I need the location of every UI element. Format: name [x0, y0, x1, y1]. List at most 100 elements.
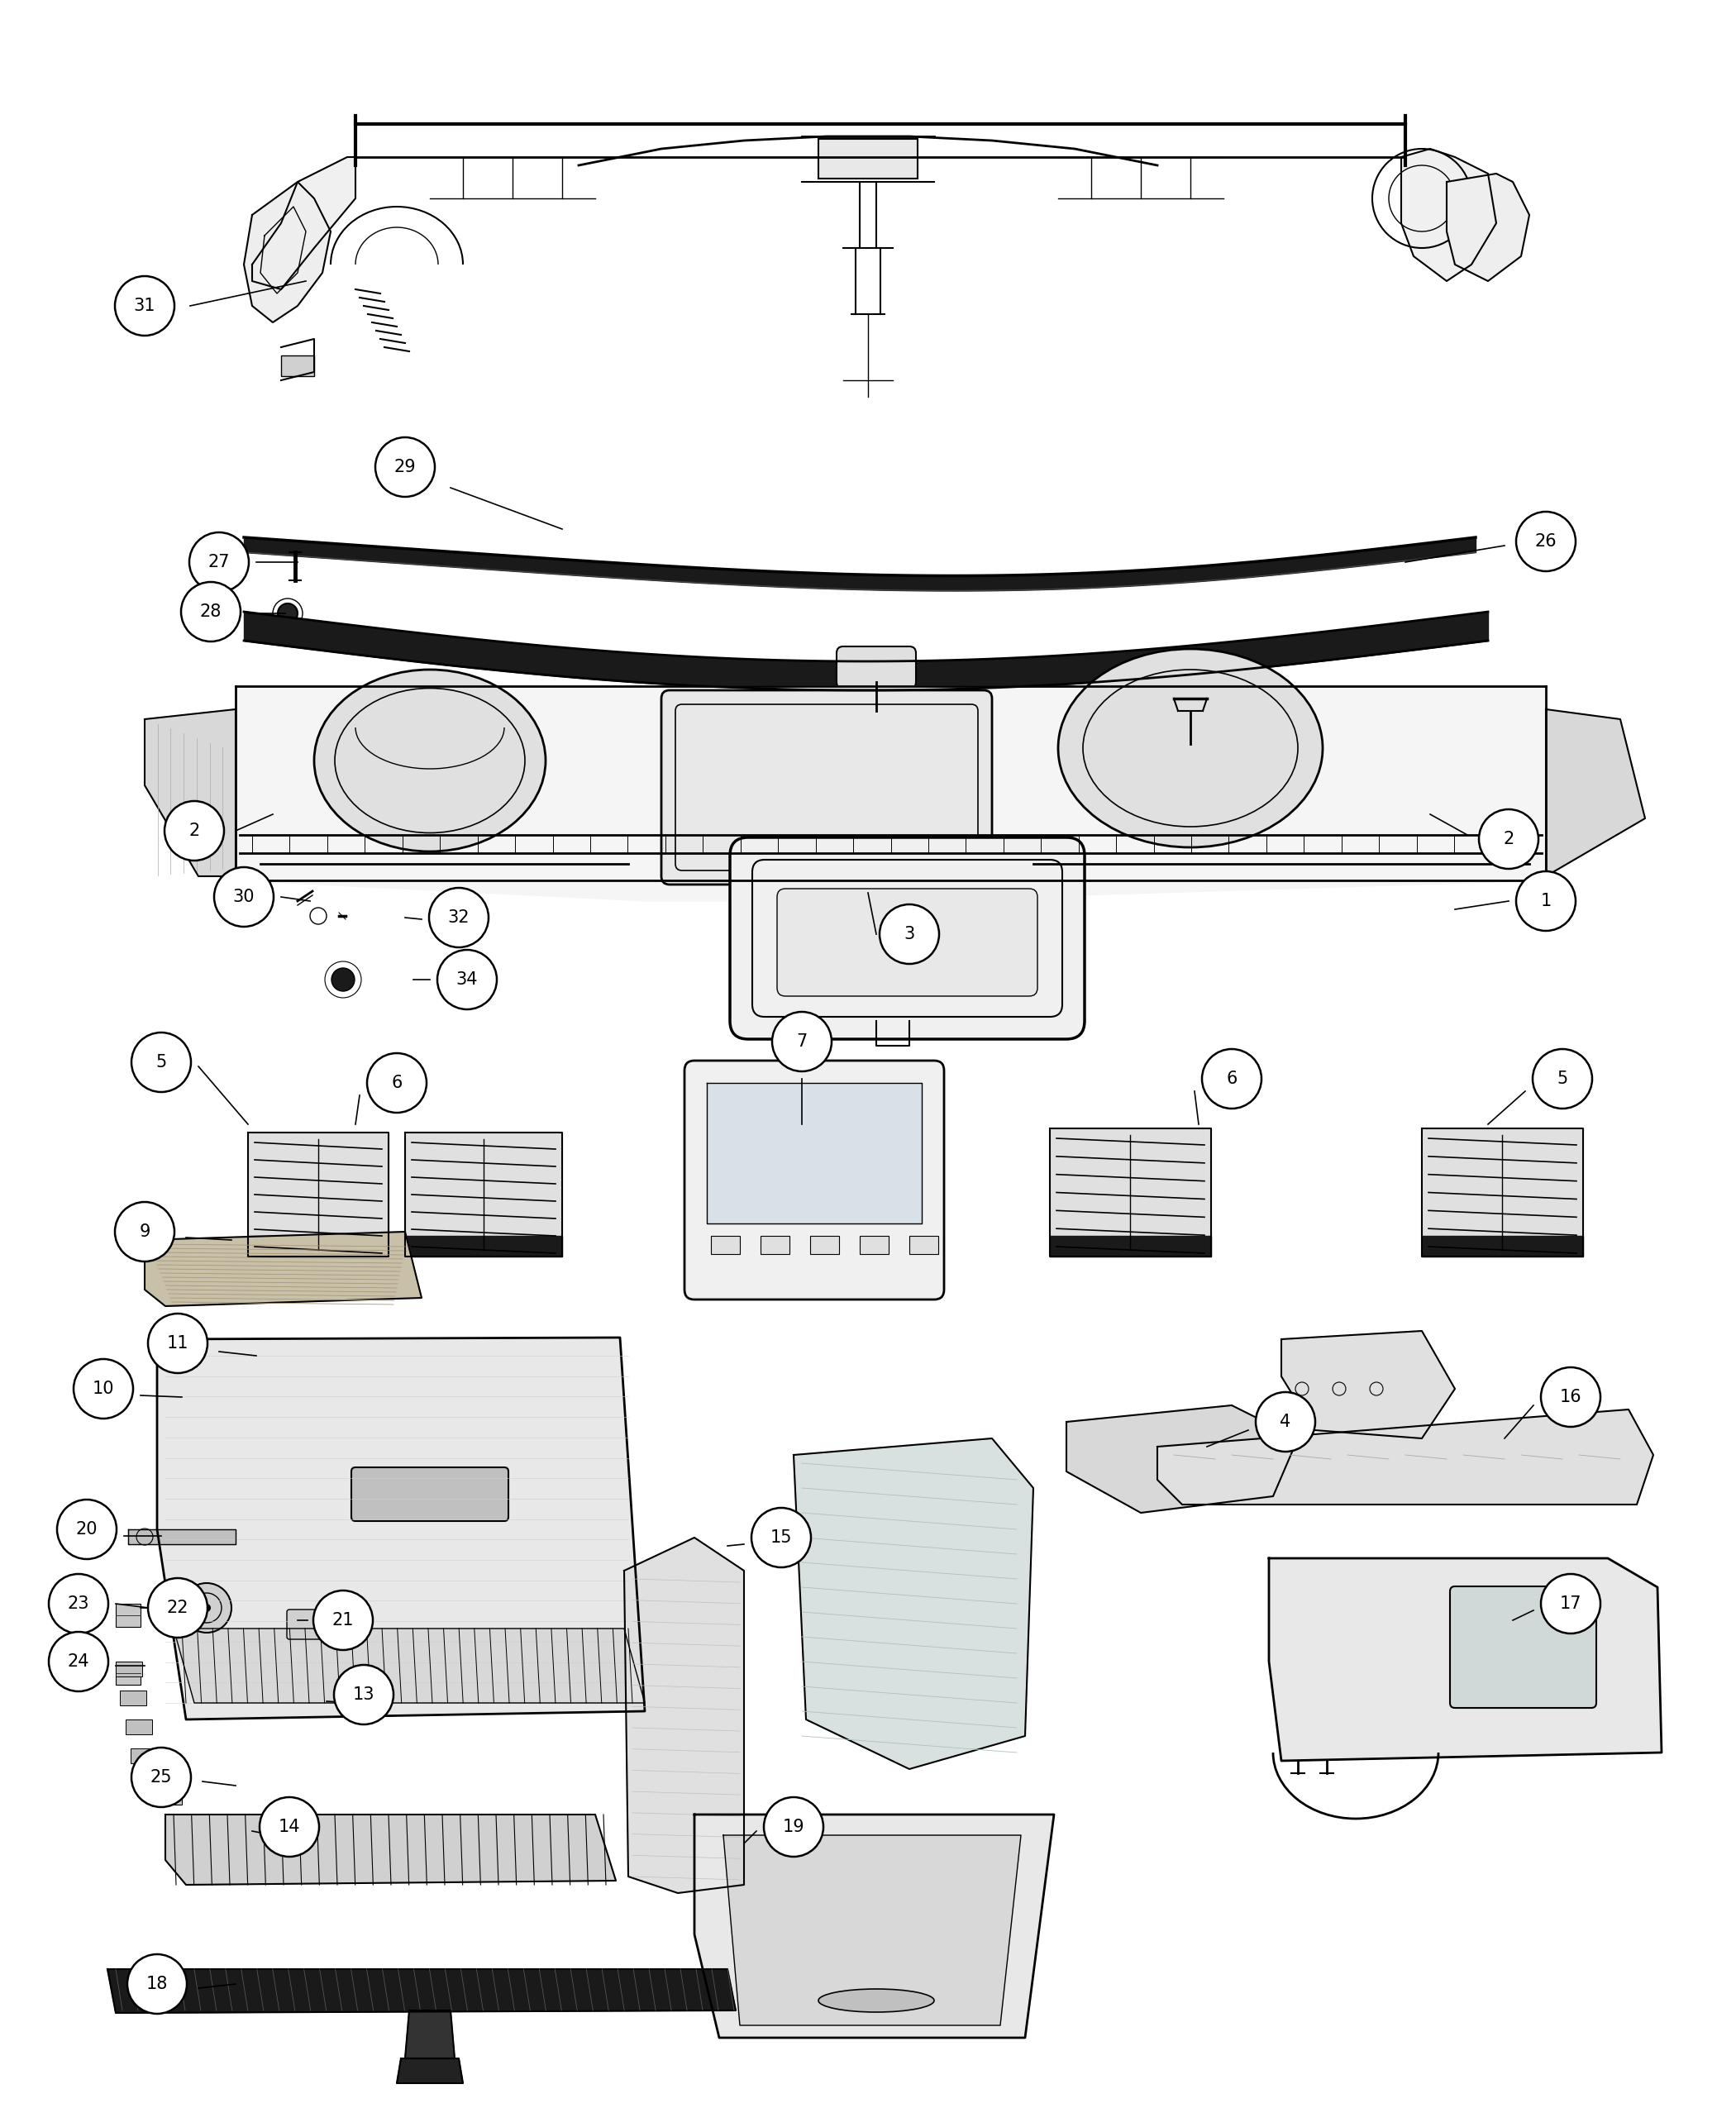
Text: 15: 15 — [771, 1528, 792, 1545]
Circle shape — [880, 904, 939, 963]
Bar — [116, 1661, 142, 1676]
Polygon shape — [694, 1815, 1054, 2038]
Circle shape — [115, 1202, 174, 1261]
FancyBboxPatch shape — [286, 1611, 363, 1640]
Bar — [818, 139, 918, 179]
Circle shape — [132, 1748, 191, 1807]
Circle shape — [148, 1579, 208, 1638]
Text: 20: 20 — [76, 1522, 97, 1537]
Circle shape — [1542, 1575, 1601, 1634]
Text: 13: 13 — [352, 1686, 375, 1703]
Ellipse shape — [1059, 649, 1323, 847]
Circle shape — [333, 1665, 394, 1724]
Circle shape — [1255, 1391, 1316, 1452]
Text: 2: 2 — [189, 822, 200, 839]
Polygon shape — [248, 1235, 389, 1256]
Circle shape — [375, 436, 434, 497]
FancyBboxPatch shape — [1450, 1587, 1597, 1707]
Circle shape — [764, 1798, 823, 1857]
Circle shape — [57, 1499, 116, 1560]
Text: 16: 16 — [1559, 1389, 1581, 1406]
Text: 14: 14 — [278, 1819, 300, 1836]
Polygon shape — [1158, 1410, 1653, 1505]
Ellipse shape — [314, 670, 545, 852]
FancyBboxPatch shape — [729, 837, 1085, 1039]
Circle shape — [1516, 512, 1576, 571]
Polygon shape — [404, 2011, 455, 2057]
Bar — [120, 1691, 146, 1705]
Text: 6: 6 — [391, 1075, 403, 1092]
Bar — [760, 1235, 790, 1254]
Polygon shape — [1422, 1235, 1583, 1256]
Circle shape — [214, 866, 274, 928]
Bar — [859, 1235, 889, 1254]
Circle shape — [189, 533, 248, 592]
Circle shape — [1542, 1368, 1601, 1427]
Polygon shape — [144, 708, 236, 877]
Polygon shape — [243, 181, 330, 323]
Text: 21: 21 — [332, 1613, 354, 1629]
Text: 6: 6 — [1226, 1071, 1238, 1088]
Circle shape — [1533, 1050, 1592, 1109]
Circle shape — [132, 1033, 191, 1092]
Circle shape — [182, 1583, 231, 1634]
Polygon shape — [1401, 150, 1496, 280]
Text: 32: 32 — [448, 909, 470, 925]
Polygon shape — [165, 1815, 616, 1885]
Bar — [116, 1604, 141, 1627]
Circle shape — [332, 968, 354, 991]
Ellipse shape — [818, 1990, 934, 2013]
Circle shape — [752, 1507, 811, 1568]
Text: 7: 7 — [797, 1033, 807, 1050]
Text: 4: 4 — [1279, 1414, 1292, 1429]
Circle shape — [312, 1592, 373, 1651]
Circle shape — [429, 887, 488, 946]
Text: 25: 25 — [151, 1769, 172, 1785]
Polygon shape — [1545, 708, 1646, 877]
Bar — [130, 1748, 156, 1762]
Circle shape — [773, 1012, 832, 1071]
Circle shape — [203, 1604, 210, 1613]
Text: 28: 28 — [200, 603, 222, 620]
Circle shape — [278, 603, 297, 624]
Bar — [712, 1235, 740, 1254]
Bar — [156, 1781, 182, 1804]
Polygon shape — [108, 1969, 736, 2013]
Polygon shape — [398, 2057, 464, 2083]
Circle shape — [49, 1632, 108, 1691]
Text: 2: 2 — [1503, 831, 1514, 847]
Polygon shape — [144, 1231, 422, 1307]
Text: 30: 30 — [233, 890, 255, 904]
Polygon shape — [404, 1235, 562, 1256]
Circle shape — [1201, 1050, 1262, 1109]
Text: 22: 22 — [167, 1600, 189, 1617]
FancyBboxPatch shape — [661, 689, 991, 885]
Text: 17: 17 — [1559, 1596, 1581, 1613]
Text: 34: 34 — [457, 972, 477, 989]
Text: 11: 11 — [167, 1334, 189, 1351]
FancyBboxPatch shape — [837, 647, 917, 689]
FancyBboxPatch shape — [684, 1060, 944, 1299]
Polygon shape — [793, 1438, 1033, 1769]
Polygon shape — [174, 1629, 644, 1703]
Text: 5: 5 — [1557, 1071, 1568, 1088]
Text: 24: 24 — [68, 1653, 90, 1670]
Circle shape — [115, 276, 174, 335]
Text: 19: 19 — [783, 1819, 804, 1836]
Polygon shape — [1050, 1235, 1212, 1256]
Circle shape — [1479, 809, 1538, 868]
Circle shape — [73, 1360, 134, 1419]
Circle shape — [260, 1798, 319, 1857]
Polygon shape — [248, 1132, 389, 1256]
Polygon shape — [404, 1132, 562, 1256]
Circle shape — [165, 801, 224, 860]
Polygon shape — [128, 1528, 236, 1545]
Bar — [116, 1661, 141, 1684]
Polygon shape — [1446, 173, 1529, 280]
Circle shape — [148, 1313, 208, 1372]
FancyBboxPatch shape — [778, 890, 1038, 997]
Text: 27: 27 — [208, 554, 229, 571]
Polygon shape — [356, 1471, 503, 1518]
Text: 9: 9 — [139, 1223, 151, 1240]
Circle shape — [127, 1954, 187, 2013]
